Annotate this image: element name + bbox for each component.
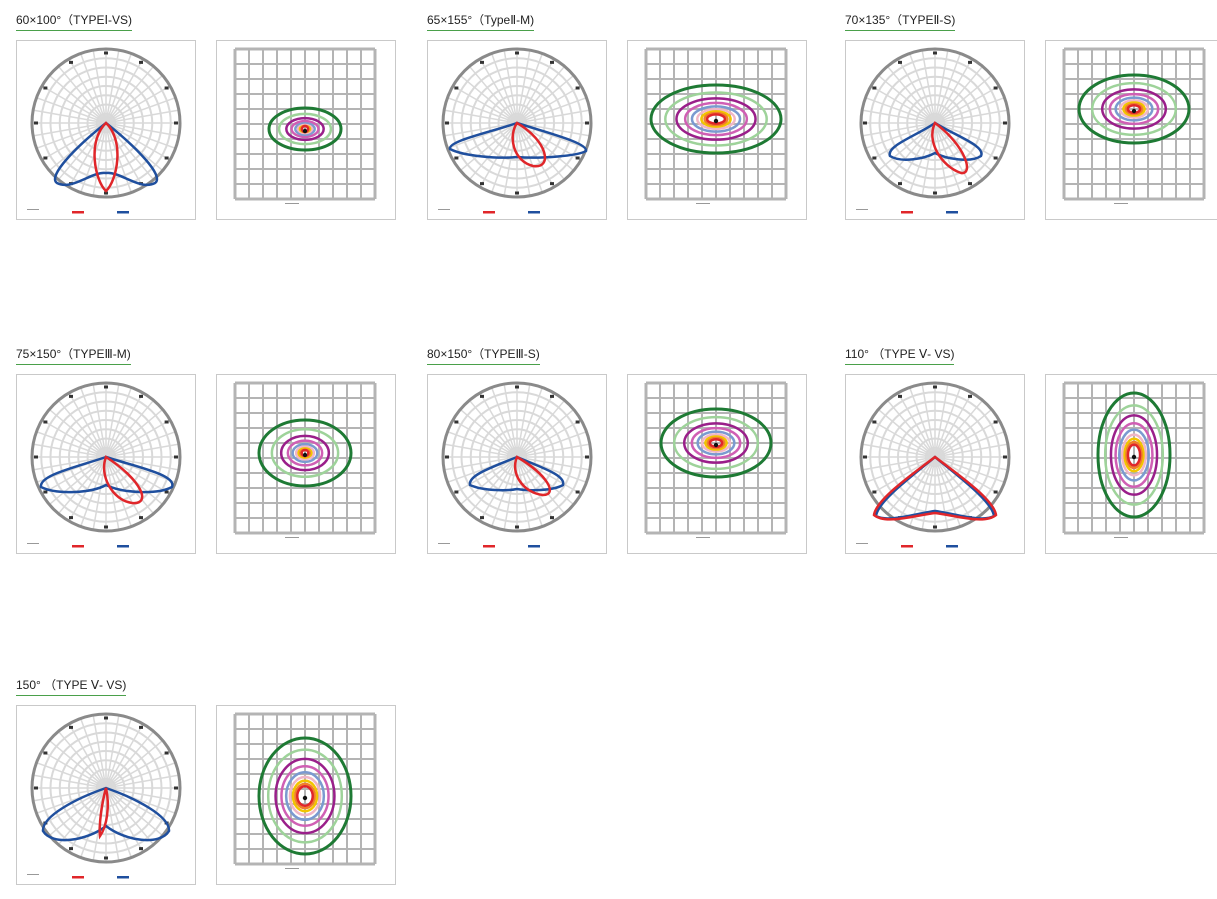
polar-curve-svg: [846, 375, 1024, 553]
polar-curve-svg: [17, 706, 195, 884]
item-title: 65×155°（TypeⅡ-M): [427, 12, 535, 31]
polar-curve-svg: [17, 41, 195, 219]
polar-curve-svg: [428, 375, 606, 553]
photometric-item: 70×135°（TYPEⅡ-S): [845, 12, 1217, 234]
photometric-item: 65×155°（TypeⅡ-M): [427, 12, 827, 234]
isolux-contour-svg: [217, 41, 395, 219]
polar-distribution-diagram: [16, 40, 196, 220]
item-title: 75×150°（TYPEⅢ-M): [16, 346, 131, 365]
isolux-diagram: [627, 40, 807, 220]
polar-distribution-diagram: [845, 40, 1025, 220]
photometric-item: 60×100°（TYPEⅠ-VS): [16, 12, 416, 234]
isolux-contour-svg: [1046, 41, 1217, 219]
polar-curve-svg: [428, 41, 606, 219]
isolux-diagram: [1045, 40, 1217, 220]
polar-distribution-diagram: [16, 374, 196, 554]
photometric-item: 150° （TYPE Ⅴ- VS): [16, 677, 416, 899]
photometric-item: 80×150°（TYPEⅢ-S): [427, 346, 827, 568]
photometric-item: 75×150°（TYPEⅢ-M): [16, 346, 416, 568]
polar-distribution-diagram: [16, 705, 196, 885]
isolux-contour-svg: [217, 375, 395, 553]
polar-distribution-diagram: [427, 40, 607, 220]
photometric-item: 110° （TYPE Ⅴ- VS): [845, 346, 1217, 568]
item-title: 80×150°（TYPEⅢ-S): [427, 346, 540, 365]
item-title: 110° （TYPE Ⅴ- VS): [845, 346, 955, 365]
isolux-diagram: [216, 40, 396, 220]
isolux-contour-svg: [1046, 375, 1217, 553]
polar-distribution-diagram: [845, 374, 1025, 554]
item-title: 150° （TYPE Ⅴ- VS): [16, 677, 127, 696]
polar-distribution-diagram: [427, 374, 607, 554]
isolux-contour-svg: [628, 375, 806, 553]
isolux-diagram: [627, 374, 807, 554]
polar-curve-svg: [17, 375, 195, 553]
isolux-diagram: [1045, 374, 1217, 554]
isolux-diagram: [216, 705, 396, 885]
isolux-contour-svg: [628, 41, 806, 219]
isolux-contour-svg: [217, 706, 395, 884]
item-title: 70×135°（TYPEⅡ-S): [845, 12, 956, 31]
item-title: 60×100°（TYPEⅠ-VS): [16, 12, 133, 31]
isolux-diagram: [216, 374, 396, 554]
polar-curve-svg: [846, 41, 1024, 219]
